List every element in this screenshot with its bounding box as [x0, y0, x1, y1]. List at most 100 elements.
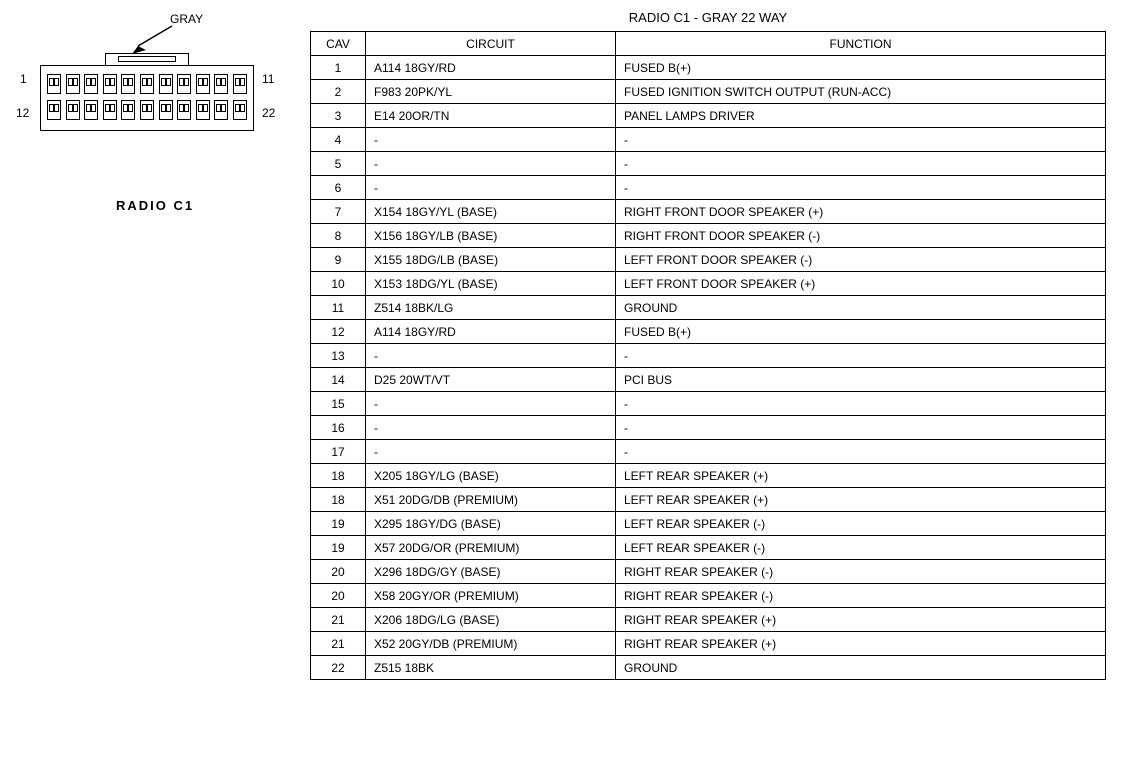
cell-circuit: X154 18GY/YL (BASE) — [366, 200, 616, 224]
cell-circuit: A114 18GY/RD — [366, 56, 616, 80]
table-row: 10X153 18DG/YL (BASE)LEFT FRONT DOOR SPE… — [311, 272, 1106, 296]
connector-pin — [177, 74, 191, 94]
cell-circuit: - — [366, 440, 616, 464]
table-row: 18X51 20DG/DB (PREMIUM)LEFT REAR SPEAKER… — [311, 488, 1106, 512]
cell-cav: 8 — [311, 224, 366, 248]
cell-function: LEFT REAR SPEAKER (+) — [616, 488, 1106, 512]
pinout-table-panel: RADIO C1 - GRAY 22 WAY CAV CIRCUIT FUNCT… — [310, 0, 1136, 764]
table-row: 13-- — [311, 344, 1106, 368]
pin-number-22: 22 — [262, 106, 275, 120]
cell-cav: 21 — [311, 608, 366, 632]
table-row: 1A114 18GY/RDFUSED B(+) — [311, 56, 1106, 80]
cell-function: - — [616, 392, 1106, 416]
cell-circuit: E14 20OR/TN — [366, 104, 616, 128]
cell-circuit: X156 18GY/LB (BASE) — [366, 224, 616, 248]
table-row: 17-- — [311, 440, 1106, 464]
connector-pin — [233, 74, 247, 94]
cell-function: RIGHT REAR SPEAKER (+) — [616, 608, 1106, 632]
cell-function: LEFT FRONT DOOR SPEAKER (+) — [616, 272, 1106, 296]
table-body: 1A114 18GY/RDFUSED B(+)2F983 20PK/YLFUSE… — [311, 56, 1106, 680]
cell-circuit: - — [366, 344, 616, 368]
cell-cav: 16 — [311, 416, 366, 440]
cell-cav: 19 — [311, 536, 366, 560]
connector-pin — [177, 100, 191, 120]
cell-function: GROUND — [616, 296, 1106, 320]
connector-pinrow-bot — [47, 100, 247, 122]
cell-cav: 17 — [311, 440, 366, 464]
connector-pin — [233, 100, 247, 120]
table-title: RADIO C1 - GRAY 22 WAY — [310, 10, 1106, 25]
pinout-table: CAV CIRCUIT FUNCTION 1A114 18GY/RDFUSED … — [310, 31, 1106, 680]
cell-circuit: - — [366, 416, 616, 440]
table-row: 4-- — [311, 128, 1106, 152]
cell-cav: 18 — [311, 488, 366, 512]
connector-pin — [140, 100, 154, 120]
col-header-cav: CAV — [311, 32, 366, 56]
table-row: 20X58 20GY/OR (PREMIUM)RIGHT REAR SPEAKE… — [311, 584, 1106, 608]
cell-cav: 21 — [311, 632, 366, 656]
connector-pin — [47, 74, 61, 94]
table-row: 21X52 20GY/DB (PREMIUM)RIGHT REAR SPEAKE… — [311, 632, 1106, 656]
connector-pin — [66, 100, 80, 120]
table-row: 18X205 18GY/LG (BASE)LEFT REAR SPEAKER (… — [311, 464, 1106, 488]
cell-circuit: - — [366, 392, 616, 416]
connector-pin — [159, 74, 173, 94]
connector-pin — [121, 74, 135, 94]
table-row: 20X296 18DG/GY (BASE)RIGHT REAR SPEAKER … — [311, 560, 1106, 584]
table-row: 3E14 20OR/TNPANEL LAMPS DRIVER — [311, 104, 1106, 128]
cell-circuit: X296 18DG/GY (BASE) — [366, 560, 616, 584]
cell-cav: 9 — [311, 248, 366, 272]
cell-function: - — [616, 344, 1106, 368]
cell-function: LEFT REAR SPEAKER (+) — [616, 464, 1106, 488]
connector-pin — [140, 74, 154, 94]
cell-circuit: X58 20GY/OR (PREMIUM) — [366, 584, 616, 608]
connector-pin — [196, 74, 210, 94]
table-header-row: CAV CIRCUIT FUNCTION — [311, 32, 1106, 56]
cell-circuit: X155 18DG/LB (BASE) — [366, 248, 616, 272]
cell-function: RIGHT REAR SPEAKER (+) — [616, 632, 1106, 656]
cell-cav: 2 — [311, 80, 366, 104]
cell-circuit: X57 20DG/OR (PREMIUM) — [366, 536, 616, 560]
cell-function: LEFT REAR SPEAKER (-) — [616, 512, 1106, 536]
table-row: 21X206 18DG/LG (BASE)RIGHT REAR SPEAKER … — [311, 608, 1106, 632]
cell-function: FUSED B(+) — [616, 320, 1106, 344]
connector-pin — [103, 74, 117, 94]
table-row: 5-- — [311, 152, 1106, 176]
cell-function: RIGHT REAR SPEAKER (-) — [616, 560, 1106, 584]
cell-cav: 13 — [311, 344, 366, 368]
cell-cav: 12 — [311, 320, 366, 344]
pin-number-1: 1 — [20, 72, 27, 86]
cell-cav: 14 — [311, 368, 366, 392]
cell-cav: 15 — [311, 392, 366, 416]
cell-function: - — [616, 176, 1106, 200]
table-row: 9X155 18DG/LB (BASE)LEFT FRONT DOOR SPEA… — [311, 248, 1106, 272]
cell-circuit: X153 18DG/YL (BASE) — [366, 272, 616, 296]
table-row: 19X295 18GY/DG (BASE)LEFT REAR SPEAKER (… — [311, 512, 1106, 536]
cell-cav: 20 — [311, 560, 366, 584]
cell-circuit: X51 20DG/DB (PREMIUM) — [366, 488, 616, 512]
cell-cav: 3 — [311, 104, 366, 128]
connector-pin — [47, 100, 61, 120]
connector-pin — [214, 100, 228, 120]
table-row: 22Z515 18BKGROUND — [311, 656, 1106, 680]
cell-cav: 1 — [311, 56, 366, 80]
connector-pin — [66, 74, 80, 94]
cell-function: - — [616, 128, 1106, 152]
cell-function: LEFT REAR SPEAKER (-) — [616, 536, 1106, 560]
col-header-circuit: CIRCUIT — [366, 32, 616, 56]
col-header-function: FUNCTION — [616, 32, 1106, 56]
connector-pin — [159, 100, 173, 120]
cell-cav: 11 — [311, 296, 366, 320]
table-row: 8X156 18GY/LB (BASE)RIGHT FRONT DOOR SPE… — [311, 224, 1106, 248]
cell-circuit: D25 20WT/VT — [366, 368, 616, 392]
cell-function: GROUND — [616, 656, 1106, 680]
cell-function: FUSED B(+) — [616, 56, 1106, 80]
cell-function: RIGHT REAR SPEAKER (-) — [616, 584, 1106, 608]
cell-circuit: - — [366, 176, 616, 200]
connector-pin — [84, 74, 98, 94]
table-row: 6-- — [311, 176, 1106, 200]
cell-cav: 20 — [311, 584, 366, 608]
connector-pin — [121, 100, 135, 120]
table-row: 11Z514 18BK/LGGROUND — [311, 296, 1106, 320]
cell-circuit: Z515 18BK — [366, 656, 616, 680]
